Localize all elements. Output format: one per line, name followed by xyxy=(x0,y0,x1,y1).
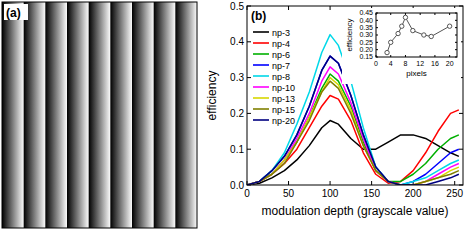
grating-stripe xyxy=(24,2,46,228)
y-tick-right xyxy=(459,149,463,150)
x-axis-label: modulation depth (grayscale value) xyxy=(262,204,449,218)
series-marker xyxy=(422,33,426,37)
x-tick-top xyxy=(330,6,331,10)
legend-label: np-10 xyxy=(272,83,295,93)
legend-label: np-7 xyxy=(272,61,290,71)
legend-swatch xyxy=(253,108,269,110)
series-marker xyxy=(385,50,389,54)
chart-background xyxy=(342,8,461,84)
y-tick-label: 0.3 xyxy=(230,72,244,83)
x-tick-label: 50 xyxy=(283,188,295,199)
panel-label: (a) xyxy=(6,6,21,20)
legend-label: np-4 xyxy=(272,39,290,49)
x-tick-label: 4 xyxy=(389,60,393,67)
series-marker xyxy=(411,28,415,32)
legend-swatch xyxy=(253,53,269,55)
legend-label: np-3 xyxy=(272,28,290,38)
panel-frame xyxy=(2,2,197,228)
series-line xyxy=(247,81,459,185)
y-tick-label: 0.35 xyxy=(359,24,373,31)
series-group xyxy=(385,15,452,55)
grating-stripe xyxy=(89,2,111,228)
plot-frame xyxy=(376,13,457,57)
x-tick-label: 12 xyxy=(416,60,424,67)
series-marker xyxy=(389,40,393,44)
x-tick-label: 100 xyxy=(322,188,339,199)
y-tick-label: 0.4 xyxy=(230,36,244,47)
y-tick-label: 0.15 xyxy=(359,53,373,60)
x-tick-label: 150 xyxy=(363,188,380,199)
chart-background xyxy=(200,0,474,230)
y-tick-label: 0.5 xyxy=(230,1,244,12)
y-tick xyxy=(247,149,251,150)
legend-label: np-13 xyxy=(272,94,295,104)
x-tick-label: 0 xyxy=(374,60,378,67)
y-tick xyxy=(247,113,251,114)
x-tick-top xyxy=(288,6,289,10)
series-marker xyxy=(396,31,400,35)
series-marker xyxy=(447,24,451,28)
grating-stripe xyxy=(154,2,176,228)
y-tick-label: 0.45 xyxy=(359,9,373,16)
chart-0: 0501001502002500.00.10.20.30.40.5(b)modu… xyxy=(200,0,474,230)
series-line xyxy=(247,67,459,185)
x-tick xyxy=(288,181,289,185)
legend-swatch xyxy=(253,75,269,77)
x-tick-label: 20 xyxy=(446,60,454,67)
legend-swatch xyxy=(253,97,269,99)
legend-swatch xyxy=(253,64,269,66)
x-tick-label: 200 xyxy=(405,188,422,199)
chart-1: 0 4 8 12 16 20 0.150.200.250.300.350.400.45 pix… xyxy=(342,8,461,84)
y-tick-label: 0.1 xyxy=(230,144,244,155)
x-axis-label: pixels xyxy=(406,69,426,78)
y-axis-label: efficiency xyxy=(345,18,354,51)
chart-title: (b) xyxy=(251,9,266,23)
legend-swatch xyxy=(253,86,269,88)
y-tick-label: 0.40 xyxy=(359,17,373,24)
legend-label: np-15 xyxy=(272,105,295,115)
y-tick xyxy=(247,77,251,78)
grating-stripe xyxy=(2,2,24,228)
y-tick-right xyxy=(459,113,463,114)
legend-swatch xyxy=(253,42,269,44)
legend-label: np-6 xyxy=(272,50,290,60)
grating-stripe xyxy=(45,2,67,228)
series-marker xyxy=(400,24,404,28)
y-tick-label: 0.0 xyxy=(230,180,244,191)
grating-stripe xyxy=(175,2,197,228)
series-line xyxy=(247,121,459,185)
legend-swatch xyxy=(253,119,269,121)
y-tick-label: 0.20 xyxy=(359,46,373,53)
legend-swatch xyxy=(253,31,269,33)
series-line xyxy=(387,17,450,52)
grating-stripe xyxy=(110,2,132,228)
x-tick xyxy=(330,181,331,185)
x-tick xyxy=(371,181,372,185)
series-marker xyxy=(403,15,407,19)
series-line xyxy=(247,78,459,185)
legend-label: np-20 xyxy=(272,116,295,126)
y-tick-label: 0.2 xyxy=(230,108,244,119)
y-tick-label: 0.30 xyxy=(359,31,373,38)
x-tick-label: 250 xyxy=(446,188,463,199)
legend-label: np-8 xyxy=(272,72,290,82)
y-tick xyxy=(247,41,251,42)
x-tick-label: 0 xyxy=(244,188,250,199)
x-tick-label: 8 xyxy=(404,60,408,67)
x-tick xyxy=(454,181,455,185)
y-tick-label: 0.25 xyxy=(359,39,373,46)
label-bg xyxy=(4,4,28,20)
x-tick-label: 16 xyxy=(431,60,439,67)
grating-stripe xyxy=(67,2,89,228)
series-marker xyxy=(429,34,433,38)
grating-stripe xyxy=(132,2,154,228)
plot-frame xyxy=(247,6,463,185)
y-axis-label: efficiency xyxy=(205,71,219,121)
